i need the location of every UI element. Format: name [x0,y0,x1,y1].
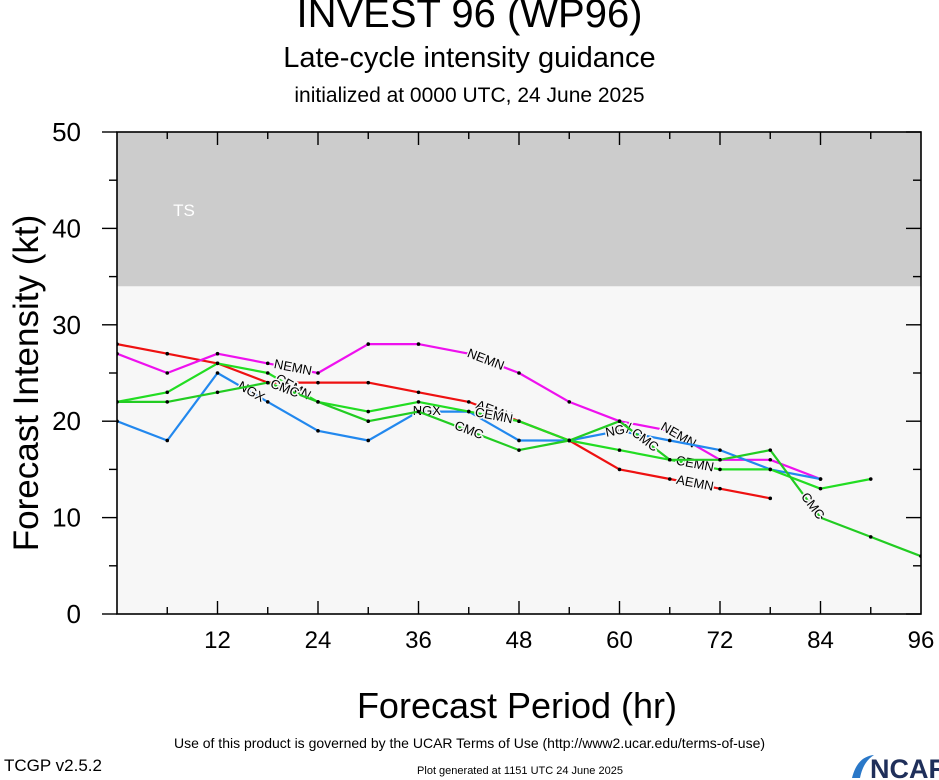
y-tick-label-40: 40 [52,213,81,243]
data-point-CEMN-13 [768,467,773,472]
data-point-CEMN-1 [165,390,170,395]
data-point-NGX-10 [617,429,622,433]
version-label: TCGP v2.5.2 [4,756,102,775]
data-point-CEMN-7 [466,409,471,414]
data-point-CMC-10 [617,419,622,424]
data-point-CMC-9 [567,438,572,443]
data-point-NEMN-8 [517,371,521,375]
series-line-AEMN [117,343,771,500]
y-tick-label-50: 50 [52,117,81,147]
data-point-CEMN-5 [366,409,371,414]
ncar-swoosh-icon [852,755,874,778]
data-point-NEMN-3 [265,361,270,366]
init-time: initialized at 0000 UTC, 24 June 2025 [294,84,645,107]
data-point-CEMN-3 [265,371,270,375]
data-point-CEMN-8 [517,419,521,424]
data-point-CMC-3 [265,380,270,385]
data-point-NGX-11 [667,438,672,443]
terms-of-use-notice: Use of this product is governed by the U… [173,735,766,751]
data-point-AEMN-11 [667,477,672,481]
data-point-CMC-14 [818,515,823,520]
x-tick-label-72: 72 [707,627,734,654]
data-point-NEMN-5 [366,342,371,346]
data-point-CMC-4 [316,400,320,404]
y-tick-label-10: 10 [52,503,81,533]
chart-title: INVEST 96 (WP96) [296,0,643,36]
data-point-CEMN-2 [215,361,220,366]
data-point-NGX-3 [265,400,270,404]
data-point-AEMN-10 [617,467,622,472]
data-point-NGX-5 [366,438,371,443]
x-tick-label-60: 60 [606,627,633,654]
data-point-NGX-4 [316,429,320,433]
data-point-CMC-15 [868,535,873,539]
data-point-AEMN-6 [416,390,421,395]
data-point-NGX-1 [165,438,170,443]
y-axis-label: Forecast Intensity (kt) [7,215,46,551]
data-point-AEMN-12 [718,486,722,491]
y-tick-label-0: 0 [67,599,81,629]
intensity-band-0 [117,132,921,287]
series-line-CEMN [117,362,872,490]
data-point-CEMN-12 [718,467,722,472]
data-point-NEMN-13 [768,457,773,462]
generated-timestamp: Plot generated at 1151 UTC 24 June 2025 [417,765,623,777]
data-point-CEMN-14 [818,486,823,491]
data-point-AEMN-1 [165,351,170,356]
ncar-logo-text: NCAR [870,754,939,780]
x-tick-label-12: 12 [204,627,231,654]
data-point-NEMN-6 [416,342,421,346]
data-point-AEMN-4 [316,380,320,385]
data-point-AEMN-5 [366,380,371,385]
data-point-CMC-2 [215,390,220,395]
chart-subtitle: Late-cycle intensity guidance [283,42,656,74]
x-tick-label-24: 24 [305,627,332,654]
data-point-NGX-12 [718,448,722,452]
data-point-CEMN-6 [416,400,421,404]
data-point-CMC-11 [667,457,672,462]
data-point-CMC-6 [416,409,421,414]
data-point-CMC-12 [718,457,722,462]
data-point-CMC-5 [366,419,371,424]
data-point-NEMN-2 [215,351,220,356]
data-point-AEMN-7 [466,400,471,404]
x-tick-label-36: 36 [405,627,432,654]
data-point-CMC-1 [165,400,170,404]
x-tick-label-48: 48 [506,627,533,654]
x-tick-label-96: 96 [908,627,935,654]
x-axis-label: Forecast Period (hr) [357,685,677,726]
data-point-CMC-13 [768,448,773,452]
data-point-NGX-14 [818,477,823,481]
y-tick-label-30: 30 [52,310,81,340]
data-point-CMC-8 [517,448,521,452]
data-point-NEMN-1 [165,371,170,375]
data-point-NEMN-7 [466,351,471,356]
x-tick-label-84: 84 [807,627,834,654]
data-point-CEMN-15 [868,477,873,481]
y-tick-label-20: 20 [52,406,81,436]
data-point-NEMN-4 [316,371,320,375]
data-point-CMC-7 [466,429,471,433]
data-point-NEMN-9 [567,400,572,404]
data-point-AEMN-13 [768,496,773,501]
ncar-logo: NCAR [852,754,939,780]
data-point-NGX-2 [215,371,220,375]
data-point-CEMN-10 [617,448,622,452]
band-label-0: TS [173,201,195,220]
data-point-NGX-8 [517,438,521,443]
data-point-NEMN-11 [667,429,672,433]
